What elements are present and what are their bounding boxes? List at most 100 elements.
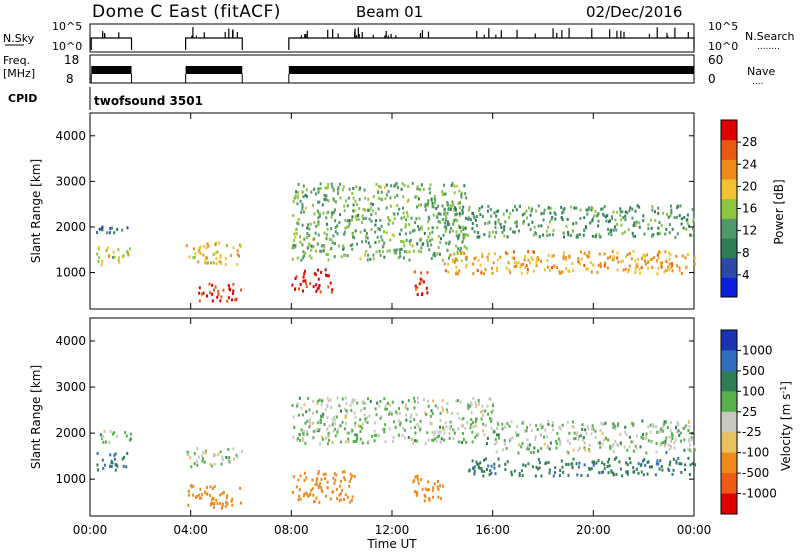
- power-colorbar-swatch: [721, 179, 737, 200]
- power-colorbar-swatch: [721, 159, 737, 180]
- range-cell: [192, 484, 195, 488]
- range-cell: [495, 441, 498, 445]
- range-cell: [462, 438, 465, 442]
- range-cell: [461, 240, 464, 244]
- range-cell: [612, 426, 615, 430]
- range-cell: [303, 430, 305, 433]
- range-cell: [553, 211, 556, 215]
- range-cell: [306, 432, 309, 436]
- range-cell: [383, 241, 386, 245]
- range-cell: [301, 190, 304, 194]
- range-cell: [304, 193, 307, 197]
- range-cell: [319, 421, 322, 425]
- range-cell: [111, 255, 114, 259]
- range-cell: [647, 266, 649, 270]
- range-cell: [326, 227, 329, 231]
- range-cell: [632, 449, 635, 453]
- range-cell: [482, 474, 485, 478]
- range-cell: [560, 205, 563, 209]
- range-cell: [361, 400, 364, 404]
- range-cell: [383, 397, 386, 401]
- range-cell: [443, 438, 446, 442]
- range-cell: [352, 440, 355, 443]
- range-cell: [584, 428, 587, 432]
- range-cell: [611, 215, 613, 219]
- range-cell: [405, 250, 408, 254]
- velocity-colorbar-frame: [720, 329, 738, 515]
- range-cell: [438, 434, 440, 438]
- range-cell: [318, 398, 321, 402]
- range-cell: [220, 462, 223, 466]
- range-cell: [317, 220, 320, 224]
- range-cell: [641, 419, 644, 423]
- range-cell: [378, 240, 381, 244]
- range-cell: [466, 255, 468, 259]
- range-cell: [421, 227, 424, 231]
- freq-band: [91, 66, 132, 74]
- range-cell: [407, 436, 410, 439]
- range-cell: [628, 445, 631, 449]
- range-cell: [334, 242, 336, 246]
- range-cell: [439, 484, 442, 488]
- range-cell: [231, 298, 233, 302]
- range-cell: [636, 434, 638, 438]
- range-cell: [323, 423, 326, 426]
- range-cell: [612, 255, 615, 258]
- range-cell: [100, 227, 103, 231]
- range-cell: [635, 467, 638, 471]
- range-cell: [623, 445, 626, 449]
- range-cell: [674, 235, 677, 239]
- range-cell: [327, 274, 330, 278]
- range-cell: [629, 461, 632, 465]
- range-cell: [337, 244, 340, 248]
- range-cell: [540, 259, 543, 263]
- range-cell: [501, 427, 504, 431]
- range-cell: [505, 447, 508, 450]
- range-cell: [609, 219, 611, 223]
- range-cell: [522, 262, 525, 266]
- range-cell: [544, 428, 547, 432]
- range-cell: [509, 437, 512, 441]
- range-cell: [401, 400, 404, 404]
- range-cell: [413, 439, 416, 443]
- range-cell: [366, 258, 369, 262]
- range-cell: [380, 224, 383, 228]
- range-cell: [351, 495, 354, 499]
- range-cell: [579, 233, 581, 237]
- range-cell: [490, 419, 492, 423]
- range-cell: [392, 440, 395, 443]
- range-cell: [554, 212, 557, 216]
- range-cell: [554, 217, 557, 221]
- range-cell: [599, 445, 602, 449]
- range-cell: [204, 490, 206, 494]
- range-cell: [529, 227, 532, 231]
- range-cell: [508, 268, 511, 272]
- range-cell: [241, 449, 243, 453]
- range-cell: [683, 426, 686, 430]
- range-cell: [669, 421, 672, 425]
- range-cell: [417, 197, 420, 201]
- range-cell: [331, 241, 334, 245]
- range-cell: [475, 224, 478, 227]
- range-cell: [454, 213, 457, 217]
- range-cell: [232, 289, 235, 293]
- range-cell: [489, 208, 492, 211]
- range-cell: [336, 396, 339, 400]
- range-cell: [451, 229, 454, 233]
- range-cell: [658, 231, 661, 235]
- range-cell: [668, 262, 671, 266]
- range-cell: [325, 198, 328, 202]
- range-cell: [314, 483, 317, 487]
- range-cell: [309, 421, 312, 425]
- range-cell: [487, 464, 490, 468]
- range-cell: [459, 249, 462, 252]
- range-cell: [488, 473, 491, 477]
- range-cell: [466, 420, 469, 424]
- range-cell: [448, 256, 450, 260]
- range-cell: [355, 433, 358, 437]
- range-cell: [668, 267, 671, 271]
- range-cell: [461, 432, 464, 435]
- velocity-colorbar-swatch: [721, 493, 737, 515]
- range-cell: [580, 474, 583, 477]
